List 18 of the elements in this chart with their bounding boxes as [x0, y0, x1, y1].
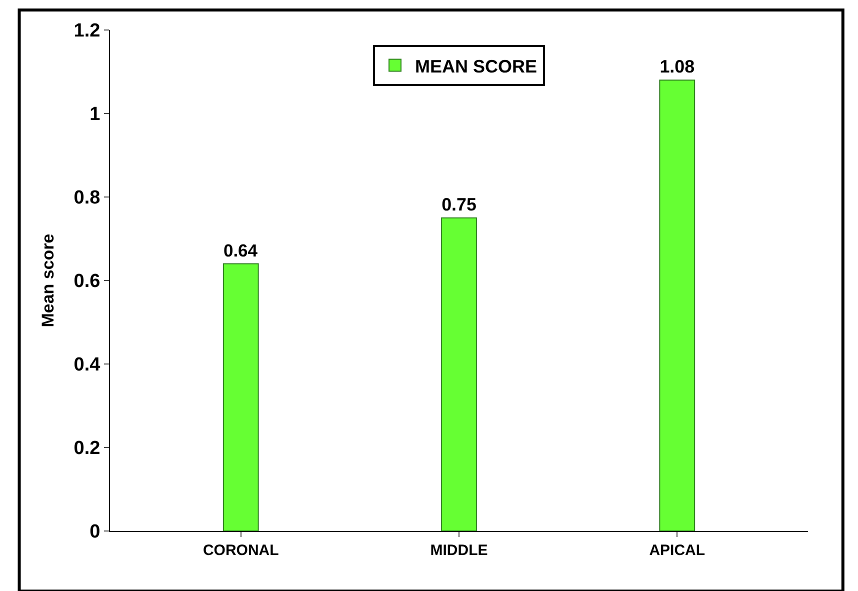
- y-tick-label: 1.2: [74, 20, 100, 42]
- x-tick-label: CORONAL: [202, 542, 279, 559]
- bar: [222, 263, 259, 531]
- data-label: 0.75: [442, 194, 476, 214]
- x-tick-label: MIDDLE: [430, 542, 488, 559]
- legend-label: MEAN SCORE: [415, 56, 538, 76]
- x-tick-label: APICAL: [649, 542, 706, 559]
- y-axis-title: Mean score: [38, 234, 58, 328]
- y-tick-label: 1: [90, 104, 101, 126]
- bar: [441, 217, 477, 531]
- data-label: 1.08: [660, 56, 695, 77]
- y-tick-label: 0.2: [74, 438, 100, 460]
- data-label: 0.64: [223, 240, 258, 260]
- y-tick-label: 0.4: [74, 354, 101, 376]
- y-tick-label: 0.6: [74, 271, 100, 292]
- y-tick-label: 0.8: [74, 188, 100, 209]
- bar: [659, 80, 696, 531]
- y-tick-label: 0: [90, 522, 100, 543]
